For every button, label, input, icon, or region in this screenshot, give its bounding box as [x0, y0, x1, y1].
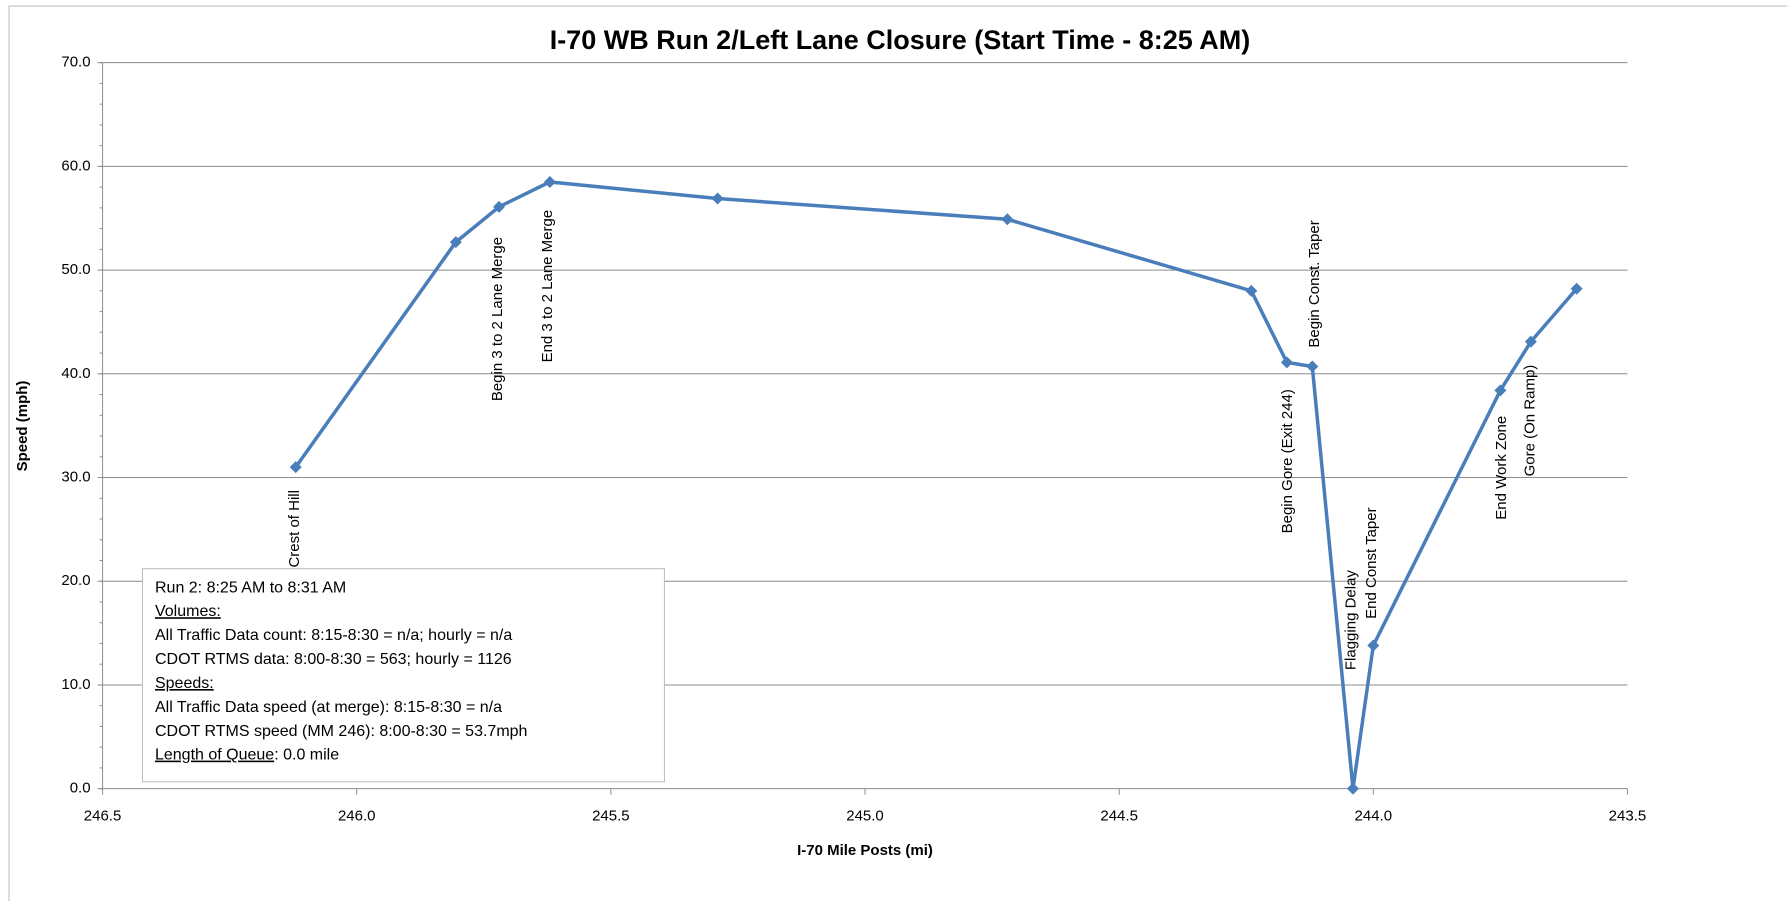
point [1346, 782, 1359, 795]
y-tick-label: 20.0 [61, 572, 90, 589]
y-tick-label: 0.0 [70, 780, 91, 797]
y-tick-label: 50.0 [61, 261, 90, 278]
x-tick-label: 245.5 [592, 808, 630, 825]
annotation: End Work Zone [1493, 416, 1510, 520]
point [1570, 282, 1583, 295]
info-line: CDOT RTMS data: 8:00-8:30 = 563; hourly … [155, 651, 512, 668]
annotation: Crest of Hill [286, 490, 303, 568]
annotation: Begin Const. Taper [1306, 220, 1323, 347]
info-line: Length of Queue: 0.0 mile [155, 747, 339, 764]
point [1245, 284, 1258, 297]
point [1494, 384, 1507, 397]
y-axis-label: Speed (mph) [14, 381, 31, 472]
x-axis-label: I-70 Mile Posts (mi) [797, 842, 933, 859]
y-tick-label: 70.0 [61, 54, 90, 71]
queue-label: Length of Queue [155, 747, 274, 764]
info-line: All Traffic Data speed (at merge): 8:15-… [155, 699, 502, 716]
info-line: Volumes: [155, 603, 221, 620]
point [1367, 639, 1380, 652]
chart-title: I-70 WB Run 2/Left Lane Closure (Start T… [550, 25, 1251, 55]
info-line: Run 2: 8:25 AM to 8:31 AM [155, 579, 346, 596]
y-tick-label: 10.0 [61, 676, 90, 693]
y-tick-label: 40.0 [61, 365, 90, 382]
annotation: Gore (On Ramp) [1522, 365, 1539, 477]
x-tick-label: 244.0 [1355, 808, 1393, 825]
point [1306, 360, 1319, 373]
point [449, 236, 462, 249]
info-box-frame [141, 568, 665, 783]
line [294, 180, 1578, 789]
x-tick-label: 245.0 [846, 808, 884, 825]
annotation: Begin 3 to 2 Lane Merge [489, 237, 506, 401]
x-tick-label: 243.5 [1609, 808, 1647, 825]
point [543, 175, 556, 188]
info-line: All Traffic Data count: 8:15-8:30 = n/a;… [155, 627, 512, 644]
point [493, 200, 506, 213]
point [1280, 356, 1293, 369]
info-box: Run 2: 8:25 AM to 8:31 AM Volumes: All Tra… [141, 568, 665, 783]
queue-value: : 0.0 mile [274, 747, 339, 764]
annotation: Flagging Delay [1343, 570, 1360, 671]
point [1001, 213, 1014, 226]
info-line: CDOT RTMS speed (MM 246): 8:00-8:30 = 53… [155, 723, 527, 740]
x-tick-label: 246.5 [84, 808, 122, 825]
annotation: End Const Taper [1363, 507, 1380, 618]
y-tick-label: 30.0 [61, 468, 90, 485]
x-tick-label: 246.0 [338, 808, 376, 825]
point [289, 461, 302, 474]
info-line: Speeds: [155, 675, 214, 692]
point [711, 192, 724, 205]
y-tick-label: 60.0 [61, 157, 90, 174]
point [1524, 335, 1537, 348]
x-tick-label: 244.5 [1100, 808, 1138, 825]
annotation: End 3 to 2 Lane Merge [539, 210, 556, 363]
annotation: Begin Gore (Exit 244) [1279, 389, 1296, 533]
